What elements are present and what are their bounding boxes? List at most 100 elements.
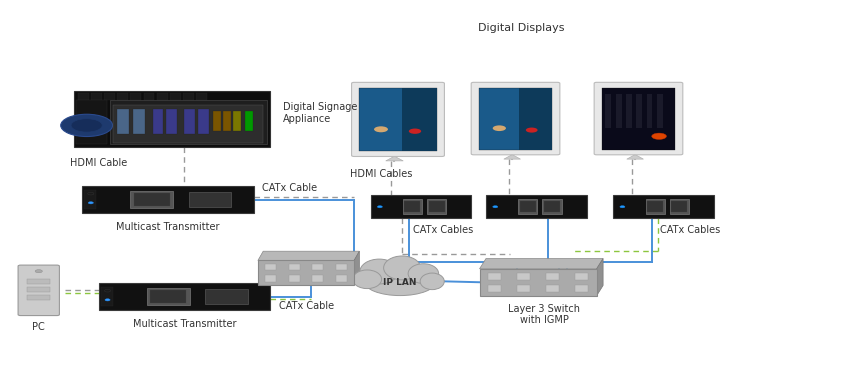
Text: Digital Signage
Appliance: Digital Signage Appliance [283, 102, 357, 124]
FancyBboxPatch shape [637, 94, 642, 128]
FancyBboxPatch shape [312, 264, 323, 270]
FancyBboxPatch shape [647, 201, 663, 212]
Text: CATx Cables: CATx Cables [413, 225, 473, 235]
Polygon shape [480, 258, 603, 269]
Circle shape [377, 206, 382, 208]
Circle shape [104, 289, 110, 292]
Circle shape [620, 206, 625, 208]
FancyBboxPatch shape [18, 265, 60, 316]
Text: PC: PC [32, 322, 45, 332]
Polygon shape [504, 154, 520, 159]
FancyBboxPatch shape [542, 199, 562, 214]
FancyBboxPatch shape [157, 93, 168, 100]
FancyBboxPatch shape [131, 93, 141, 100]
FancyBboxPatch shape [520, 88, 552, 150]
Polygon shape [386, 156, 403, 161]
FancyBboxPatch shape [233, 111, 241, 131]
FancyBboxPatch shape [264, 275, 275, 281]
FancyBboxPatch shape [27, 295, 51, 300]
FancyBboxPatch shape [258, 261, 354, 285]
FancyBboxPatch shape [546, 285, 559, 292]
FancyBboxPatch shape [352, 82, 445, 157]
Text: Layer 3 Switch
with IGMP: Layer 3 Switch with IGMP [508, 304, 580, 325]
FancyBboxPatch shape [101, 287, 113, 306]
Circle shape [61, 114, 113, 137]
FancyBboxPatch shape [336, 264, 348, 270]
FancyBboxPatch shape [312, 275, 323, 281]
FancyBboxPatch shape [110, 100, 268, 145]
FancyBboxPatch shape [289, 275, 300, 281]
FancyBboxPatch shape [519, 199, 537, 214]
FancyBboxPatch shape [479, 88, 552, 150]
FancyBboxPatch shape [91, 93, 102, 100]
FancyBboxPatch shape [27, 287, 51, 292]
Ellipse shape [408, 264, 439, 283]
FancyBboxPatch shape [647, 94, 653, 128]
Ellipse shape [360, 259, 398, 284]
Text: CATx Cable: CATx Cable [262, 183, 317, 193]
FancyBboxPatch shape [544, 201, 560, 212]
FancyBboxPatch shape [27, 279, 51, 284]
FancyBboxPatch shape [205, 289, 248, 304]
FancyBboxPatch shape [184, 93, 194, 100]
FancyBboxPatch shape [104, 93, 115, 100]
Circle shape [652, 133, 667, 139]
Circle shape [493, 206, 498, 208]
FancyBboxPatch shape [289, 264, 300, 270]
FancyBboxPatch shape [147, 288, 189, 305]
FancyBboxPatch shape [657, 94, 663, 128]
FancyBboxPatch shape [360, 88, 437, 151]
FancyBboxPatch shape [170, 93, 181, 100]
Circle shape [374, 126, 388, 132]
FancyBboxPatch shape [131, 191, 173, 208]
FancyBboxPatch shape [429, 201, 445, 212]
FancyBboxPatch shape [575, 285, 589, 292]
Ellipse shape [364, 267, 436, 296]
Polygon shape [626, 154, 643, 159]
Ellipse shape [353, 270, 381, 289]
FancyBboxPatch shape [189, 192, 232, 207]
FancyBboxPatch shape [669, 199, 689, 214]
FancyBboxPatch shape [77, 93, 88, 100]
Circle shape [493, 125, 506, 131]
Text: HDMI Cables: HDMI Cables [350, 169, 413, 180]
FancyBboxPatch shape [671, 201, 687, 212]
FancyBboxPatch shape [616, 94, 621, 128]
FancyBboxPatch shape [198, 109, 209, 134]
Text: Digital Displays: Digital Displays [478, 23, 565, 32]
Circle shape [88, 192, 94, 195]
Text: Multicast Transmitter: Multicast Transmitter [116, 222, 220, 232]
FancyBboxPatch shape [404, 201, 420, 212]
FancyBboxPatch shape [403, 199, 422, 214]
Circle shape [71, 119, 102, 132]
FancyBboxPatch shape [488, 273, 501, 280]
Ellipse shape [384, 256, 420, 280]
FancyBboxPatch shape [605, 94, 611, 128]
FancyBboxPatch shape [594, 82, 683, 155]
Circle shape [409, 128, 421, 134]
FancyBboxPatch shape [546, 273, 559, 280]
FancyBboxPatch shape [472, 82, 560, 155]
Ellipse shape [420, 273, 445, 290]
FancyBboxPatch shape [520, 201, 536, 212]
Polygon shape [354, 251, 360, 285]
Text: CATx Cable: CATx Cable [279, 301, 334, 311]
Polygon shape [258, 251, 360, 261]
FancyBboxPatch shape [117, 109, 129, 134]
FancyBboxPatch shape [117, 93, 128, 100]
Circle shape [88, 202, 93, 204]
FancyBboxPatch shape [402, 88, 437, 151]
FancyBboxPatch shape [602, 88, 675, 150]
Text: IP LAN: IP LAN [383, 278, 417, 287]
FancyBboxPatch shape [113, 105, 263, 143]
FancyBboxPatch shape [626, 94, 632, 128]
FancyBboxPatch shape [133, 109, 145, 134]
FancyBboxPatch shape [264, 264, 275, 270]
FancyBboxPatch shape [646, 199, 664, 214]
FancyBboxPatch shape [517, 273, 530, 280]
FancyBboxPatch shape [84, 190, 96, 209]
Polygon shape [597, 258, 603, 296]
FancyBboxPatch shape [152, 109, 163, 134]
FancyBboxPatch shape [213, 111, 221, 131]
FancyBboxPatch shape [575, 273, 589, 280]
